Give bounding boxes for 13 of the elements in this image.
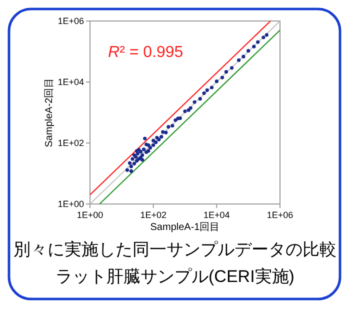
y-tick-label: 1E+06 — [58, 16, 84, 26]
x-tick-label: 1E+02 — [140, 210, 166, 220]
x-tick-label: 1E+06 — [266, 210, 294, 220]
x-tick-label: 1E+00 — [76, 210, 104, 220]
y-tick-label: 1E+02 — [58, 138, 84, 148]
x-axis-title: SampleA-1回目 — [150, 222, 220, 233]
x-tick-label: 1E+04 — [204, 210, 230, 220]
y-axis-title: SampleA-2回目 — [44, 78, 55, 148]
text: 別々に実施した同一サンプルデータの比較 — [14, 240, 336, 259]
annotation: R² = 0.995 — [108, 44, 184, 61]
text: ラット肝臓サンプル(CERI実施) — [56, 267, 294, 286]
y-tick-label: 1E+00 — [58, 199, 84, 209]
y-tick-label: 1E+04 — [58, 77, 84, 87]
